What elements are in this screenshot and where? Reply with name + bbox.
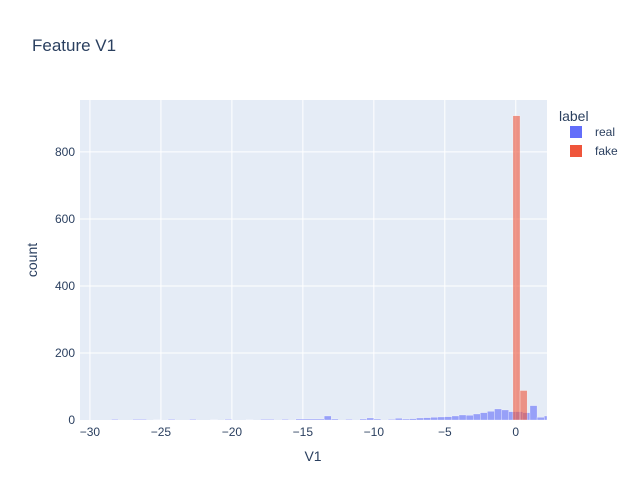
- bar-real: [132, 419, 147, 421]
- bar-real: [373, 418, 382, 421]
- x-tick-label: −20: [222, 425, 243, 439]
- bar-real: [444, 416, 453, 421]
- bar-real: [281, 419, 289, 421]
- bar-real: [295, 418, 325, 421]
- bar-real: [359, 418, 367, 421]
- bar-real: [536, 417, 545, 421]
- legend-items: real fake: [570, 125, 618, 158]
- bar-real: [501, 409, 509, 421]
- bar-real: [437, 416, 445, 421]
- plot-area: [80, 100, 547, 420]
- bar-real: [529, 405, 538, 421]
- y-tick-label: 800: [55, 145, 75, 159]
- legend-swatch-fake: [570, 145, 582, 157]
- legend-label-fake: fake: [595, 144, 618, 158]
- bar-real: [331, 418, 339, 421]
- bars: [111, 115, 548, 421]
- y-tick-label: 400: [55, 279, 75, 293]
- bar-real: [423, 417, 431, 421]
- chart-title: Feature V1: [32, 36, 116, 55]
- y-tick-label: 200: [55, 346, 75, 360]
- bar-real: [167, 419, 176, 421]
- legend-label-real: real: [595, 125, 615, 139]
- y-axis-title: count: [24, 243, 40, 277]
- x-tick-label: −25: [151, 425, 172, 439]
- bar-real: [260, 419, 275, 421]
- y-tick-label: 600: [55, 212, 75, 226]
- bar-real: [394, 418, 403, 421]
- x-axis-ticks: −30 −25 −20 −15 −10 −5 0: [80, 425, 520, 439]
- bar-real: [473, 413, 481, 421]
- y-axis-ticks: 0 200 400 600 800: [55, 145, 75, 427]
- bar-real: [416, 417, 424, 421]
- bar-real: [458, 414, 467, 421]
- bar-real: [224, 419, 233, 421]
- x-tick-label: −15: [293, 425, 314, 439]
- x-tick-label: −30: [80, 425, 101, 439]
- bar-real: [409, 418, 417, 421]
- legend-title: label: [559, 108, 589, 124]
- bar-fake: [512, 115, 521, 421]
- bar-real: [345, 419, 353, 421]
- legend: label real fake: [559, 108, 618, 158]
- x-tick-label: −5: [438, 425, 452, 439]
- bar-real: [487, 411, 495, 421]
- x-tick-label: 0: [512, 425, 519, 439]
- bar-real: [430, 417, 438, 421]
- bar-real: [323, 415, 332, 421]
- bar-real: [402, 418, 410, 421]
- bar-real: [544, 415, 548, 421]
- legend-swatch-real: [570, 126, 582, 138]
- bar-real: [189, 419, 197, 421]
- bar-real: [451, 415, 460, 421]
- bar-real: [494, 408, 502, 421]
- x-axis-title: V1: [304, 448, 321, 464]
- bar-real: [387, 419, 396, 421]
- bar-real: [465, 415, 474, 421]
- bar-real: [366, 417, 374, 421]
- bar-real: [111, 419, 119, 421]
- bar-fake: [519, 390, 528, 421]
- x-tick-label: −10: [364, 425, 385, 439]
- bar-real: [480, 412, 488, 421]
- y-tick-label: 0: [68, 413, 75, 427]
